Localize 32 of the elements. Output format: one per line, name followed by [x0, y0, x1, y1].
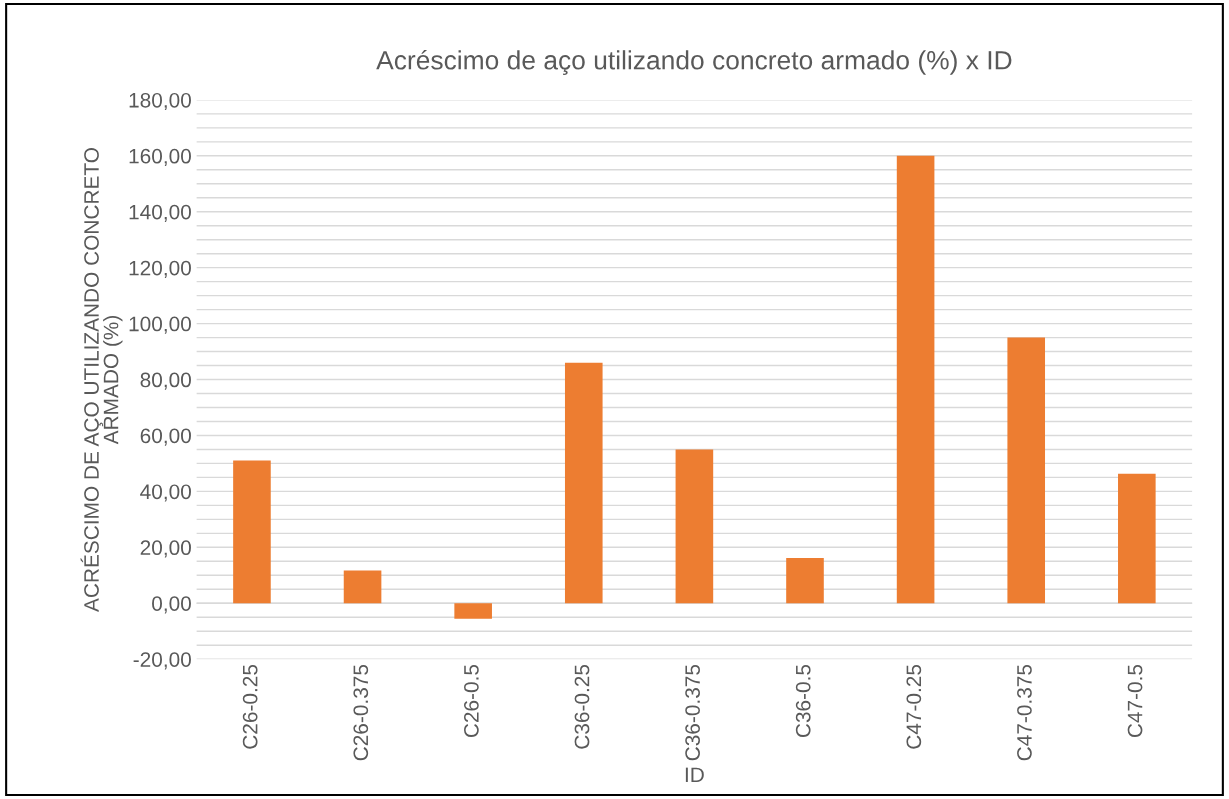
bar [786, 557, 824, 604]
y-tick-label: 20,00 [140, 540, 191, 558]
y-tick-label: 120,00 [129, 260, 191, 278]
bar [564, 362, 603, 604]
x-tick-label: C47-0.25 [906, 664, 922, 749]
y-tick-label: 80,00 [140, 372, 191, 390]
y-tick-label: 160,00 [129, 148, 191, 167]
bar [1007, 337, 1046, 604]
bar [454, 603, 492, 619]
x-tick-label: C26-0.5 [464, 664, 479, 738]
x-tick-label: C36-0.5 [795, 664, 811, 738]
x-tick-label: C36-0.25 [574, 664, 590, 749]
x-tick-label: C47-0.5 [1127, 664, 1143, 738]
bar [675, 449, 714, 604]
chart-title: Acréscimo de aço utilizando concreto armado (%) x ID [376, 49, 1012, 75]
y-tick-label: -20,00 [133, 652, 191, 670]
x-axis-title: ID [685, 767, 704, 782]
bar [1118, 473, 1156, 604]
bar [896, 155, 935, 604]
x-tick-label: C26-0.375 [353, 664, 369, 761]
y-tick-label: 0,00 [152, 596, 191, 614]
y-tick-label: 40,00 [140, 484, 191, 502]
x-tick-label: C26-0.25 [242, 664, 258, 749]
y-tick-label: 140,00 [129, 204, 191, 222]
y-tick-label: 60,00 [140, 428, 191, 446]
bar [233, 460, 271, 604]
y-axis-title: ACRÉSCIMO DE AÇO UTILIZANDO CONCRETO ARMADO (%) [80, 148, 123, 612]
x-tick-label: C47-0.375 [1017, 664, 1032, 761]
y-tick-label: 180,00 [129, 92, 191, 111]
y-tick-label: 100,00 [129, 316, 191, 334]
x-tick-label: C36-0.375 [685, 664, 700, 761]
bar [343, 570, 382, 604]
